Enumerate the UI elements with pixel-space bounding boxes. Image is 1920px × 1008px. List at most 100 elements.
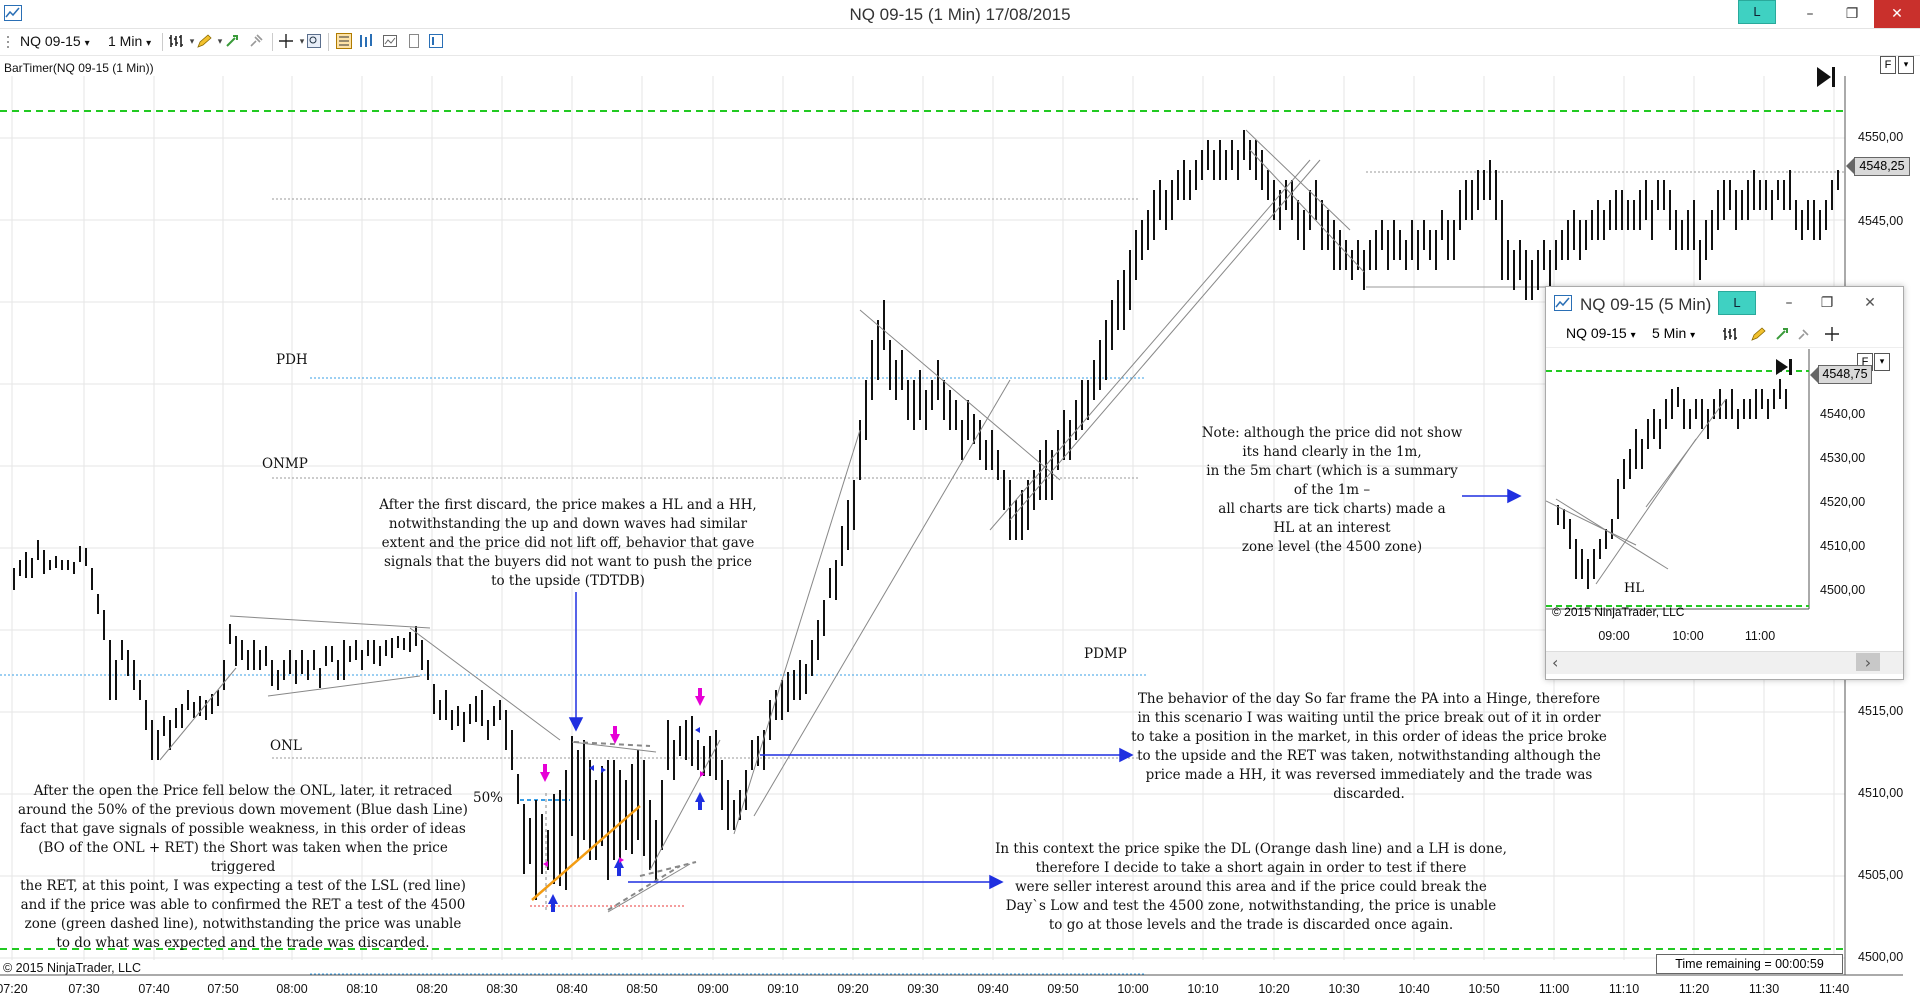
pin-icon[interactable] (248, 33, 264, 49)
price-tick: 4550,00 (1858, 130, 1904, 144)
minimize-button[interactable]: – (1806, 6, 1814, 22)
annotation-first-discard: After the first discard, the price makes… (379, 497, 757, 589)
inset-price-tick: 4510,00 (1820, 539, 1866, 553)
time-tick: 10:50 (1468, 982, 1500, 996)
inset-time-tick: 11:00 (1744, 629, 1776, 643)
inset-window-title: NQ 09-15 (5 Min) (1580, 295, 1712, 314)
scroll-right-icon[interactable]: › (1856, 653, 1880, 672)
trade-arrows (540, 688, 705, 912)
pencil-draw-icon[interactable] (196, 33, 212, 49)
toolbar-separator (328, 33, 329, 51)
annotation-arrows (568, 488, 1522, 890)
price-chart[interactable] (0, 56, 1920, 1008)
inset-minimize-button[interactable]: – (1785, 295, 1793, 311)
scroll-to-end-icon[interactable] (1817, 67, 1835, 87)
annotation-hinge: The behavior of the day So far frame the… (1131, 691, 1607, 802)
fifty-percent-label: 50% (473, 790, 504, 806)
inset-horizontal-scrollbar[interactable]: ‹ › (1546, 651, 1903, 674)
zoom-icon[interactable] (306, 33, 322, 49)
inset-time-tick: 09:00 (1598, 629, 1630, 643)
inset-price-tick: 4520,00 (1820, 495, 1866, 509)
time-tick: 11:00 (1538, 982, 1570, 996)
price-bars (13, 130, 1839, 900)
bar-type-icon[interactable] (168, 33, 184, 49)
scale-dropdown-button[interactable]: ▾ (1898, 56, 1914, 74)
window-title: NQ 09-15 (1 Min) 17/08/2015 (849, 5, 1071, 24)
inset-price-tick: 4540,00 (1820, 407, 1866, 421)
time-tick: 08:10 (346, 982, 378, 996)
inset-current-price-tag: 4548,75 (1818, 365, 1872, 384)
close-button[interactable]: ✕ (1874, 0, 1920, 28)
time-tick: 10:00 (1117, 982, 1149, 996)
crosshair-icon[interactable] (278, 33, 294, 49)
time-tick: 08:40 (556, 982, 588, 996)
inset-price-chart[interactable] (1546, 349, 1903, 651)
interval-selector[interactable]: 1 Min ▾ (108, 33, 152, 49)
templates-icon[interactable] (382, 33, 398, 49)
annotation-note: Note: although the price did not show it… (1201, 425, 1463, 555)
inset-interval-selector[interactable]: 5 Min ▾ (1652, 325, 1696, 341)
pencil-draw-icon[interactable] (1750, 326, 1766, 342)
time-tick: 08:50 (626, 982, 658, 996)
scroll-left-icon[interactable]: ‹ (1552, 653, 1559, 672)
hinge-dashed-lines (573, 741, 697, 911)
toolbar-grip-icon (7, 36, 9, 48)
inset-price-tag-pointer (1810, 367, 1818, 383)
chevron-down-icon[interactable]: ▾ (299, 36, 305, 46)
pattern-lines (159, 129, 1365, 913)
chevron-down-icon: ▾ (84, 38, 90, 49)
instrument-selector[interactable]: NQ 09-15 ▾ (20, 33, 90, 49)
strategy-icon[interactable] (224, 33, 240, 49)
price-tick: 4515,00 (1858, 704, 1904, 718)
inset-time-tick: 10:00 (1672, 629, 1704, 643)
inset-maximize-button[interactable]: ❐ (1820, 295, 1834, 311)
vertical-scrollbar[interactable] (1903, 76, 1920, 976)
time-tick: 09:50 (1047, 982, 1079, 996)
inset-instrument-selector[interactable]: NQ 09-15 ▾ (1566, 325, 1636, 341)
inset-hl-label: HL (1624, 581, 1644, 596)
ninjatrader-chart-icon (1554, 295, 1572, 311)
scroll-to-end-icon[interactable] (1776, 359, 1792, 375)
inset-link-badge-button[interactable]: L (1718, 291, 1756, 315)
time-tick: 10:20 (1258, 982, 1290, 996)
time-grid (11, 76, 1835, 960)
time-tick: 11:10 (1608, 982, 1640, 996)
time-tick: 11:30 (1748, 982, 1780, 996)
pdh-label: PDH (276, 352, 308, 368)
time-tick: 11:40 (1818, 982, 1850, 996)
crosshair-icon[interactable] (1824, 326, 1840, 342)
time-tick: 10:40 (1398, 982, 1430, 996)
inset-close-button[interactable]: ✕ (1864, 295, 1876, 311)
ninjatrader-chart-icon (4, 5, 22, 21)
data-box-icon[interactable] (336, 33, 352, 49)
price-tick: 4510,00 (1858, 786, 1904, 800)
properties-icon[interactable] (428, 33, 444, 49)
time-tick: 09:20 (837, 982, 869, 996)
indicators-icon[interactable] (358, 33, 374, 49)
orange-dl-line (531, 805, 641, 901)
price-tick: 4545,00 (1858, 214, 1904, 228)
price-tag-pointer (1846, 158, 1854, 174)
copyright-label: © 2015 NinjaTrader, LLC (3, 961, 141, 975)
snapshot-icon[interactable] (406, 33, 422, 49)
chevron-down-icon[interactable]: ▾ (217, 36, 223, 46)
inset-5min-chart-window[interactable]: NQ 09-15 (5 Min) L – ❐ ✕ NQ 09-15 ▾ 5 Mi… (1545, 286, 1904, 680)
strategy-icon[interactable] (1774, 326, 1790, 342)
chevron-down-icon[interactable]: ▾ (189, 36, 195, 46)
pin-icon[interactable] (1796, 326, 1812, 342)
link-badge-button[interactable]: L (1738, 0, 1776, 24)
scale-fit-button[interactable]: F (1880, 56, 1896, 74)
bartimer-label: BarTimer(NQ 09-15 (1 Min)) (4, 61, 154, 75)
onl-label: ONL (270, 738, 302, 754)
time-tick: 09:40 (977, 982, 1009, 996)
price-grid (0, 137, 1845, 959)
time-tick: 09:00 (697, 982, 729, 996)
chevron-down-icon: ▾ (1690, 330, 1696, 341)
maximize-button[interactable]: ❐ (1845, 6, 1859, 22)
window-titlebar: NQ 09-15 (1 Min) 17/08/2015 L – ❐ ✕ (0, 0, 1920, 29)
inset-price-tick: 4500,00 (1820, 583, 1866, 597)
bar-type-icon[interactable] (1722, 326, 1738, 342)
inset-trend-lines (1546, 398, 1727, 585)
time-tick: 09:10 (767, 982, 799, 996)
inset-scale-dropdown-button[interactable]: ▾ (1874, 353, 1890, 371)
